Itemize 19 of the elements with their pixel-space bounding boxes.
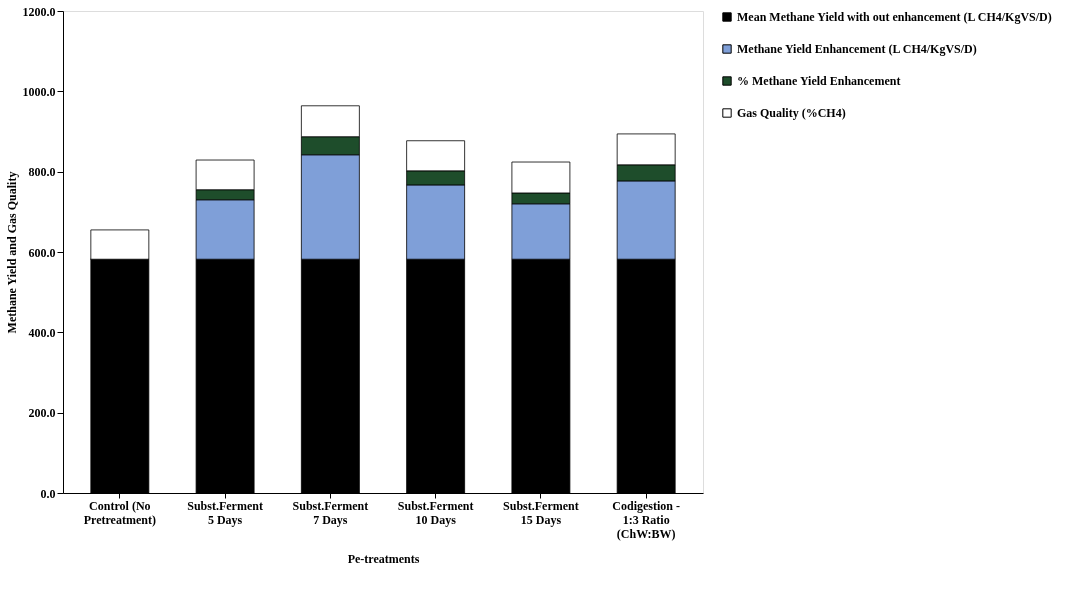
y-tick-label: 0.0 (40, 486, 56, 501)
legend-label: % Methane Yield Enhancement (737, 74, 901, 88)
x-tick-label: Subst.Ferment 5 Days (187, 498, 263, 527)
x-tick-label: Subst.Ferment 10 Days (397, 498, 474, 527)
x-tick-label: Subst.Ferment 7 Days (292, 498, 369, 527)
y-axis-title: Methane Yield and Gas Quality (4, 171, 19, 334)
x-tick-label: Codigestion - 1:3 Ratio (ChW:BW) (612, 498, 680, 541)
legend-label: Gas Quality (%CH4) (737, 106, 846, 120)
x-axis-title: Pe-treatments (347, 551, 420, 566)
legend-label: Mean Methane Yield with out enhancement (L CH4/KgVS/D) (737, 10, 1052, 24)
y-tick-label: 400.0 (28, 325, 56, 340)
y-tick-label: 1000.0 (22, 84, 56, 99)
y-tick-label: 1200.0 (22, 4, 56, 19)
x-tick-label: Control (No Pretreatment) (83, 498, 156, 527)
legend-label: Methane Yield Enhancement (L CH4/KgVS/D) (737, 42, 977, 56)
y-tick-label: 200.0 (28, 406, 56, 421)
x-tick-label: Subst.Ferment 15 Days (503, 498, 579, 527)
y-tick-label: 800.0 (28, 165, 56, 180)
y-tick-label: 600.0 (28, 245, 56, 260)
